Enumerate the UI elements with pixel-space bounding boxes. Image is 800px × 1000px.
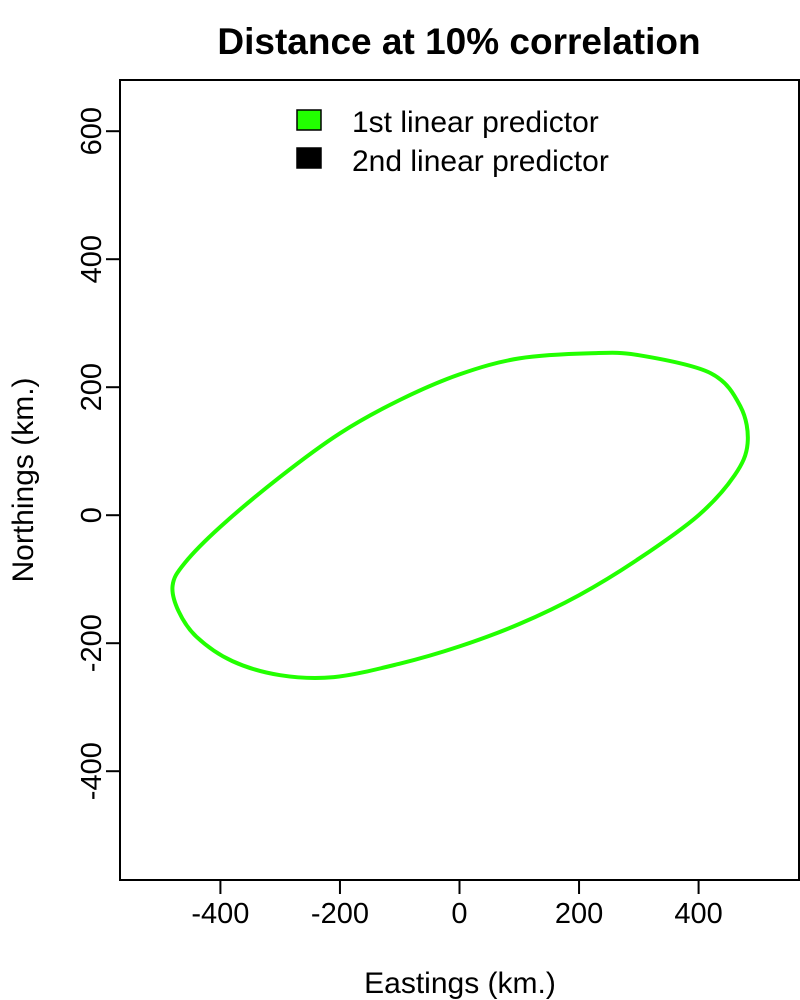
x-tick-label: -400 <box>191 898 249 930</box>
y-tick-label: 600 <box>76 107 108 155</box>
y-tick-label: 0 <box>76 507 108 523</box>
y-tick-label: 200 <box>76 363 108 411</box>
x-axis-label: Eastings (km.) <box>364 967 556 1000</box>
legend-entry-2: 2nd linear predictor <box>352 145 609 178</box>
legend-entry-1: 1st linear predictor <box>352 106 599 139</box>
legend: 1st linear predictor 2nd linear predicto… <box>296 106 609 178</box>
y-axis: -400 -200 0 200 400 600 <box>76 107 120 800</box>
y-axis-label: Northings (km.) <box>7 377 40 582</box>
x-tick-label: -200 <box>311 898 369 930</box>
series-layer <box>170 350 750 681</box>
x-tick-label: 0 <box>451 898 467 930</box>
y-tick-label: -400 <box>76 742 108 800</box>
legend-swatch-2 <box>296 147 322 169</box>
y-tick-label: 400 <box>76 235 108 283</box>
legend-swatch-1 <box>296 109 322 131</box>
y-tick-label: -200 <box>76 614 108 672</box>
x-tick-label: 200 <box>555 898 603 930</box>
chart-title: Distance at 10% correlation <box>217 21 700 62</box>
x-axis: -400 -200 0 200 400 <box>191 880 723 930</box>
series-line-1 <box>170 350 750 681</box>
x-tick-label: 400 <box>674 898 722 930</box>
plot-frame <box>119 79 800 881</box>
